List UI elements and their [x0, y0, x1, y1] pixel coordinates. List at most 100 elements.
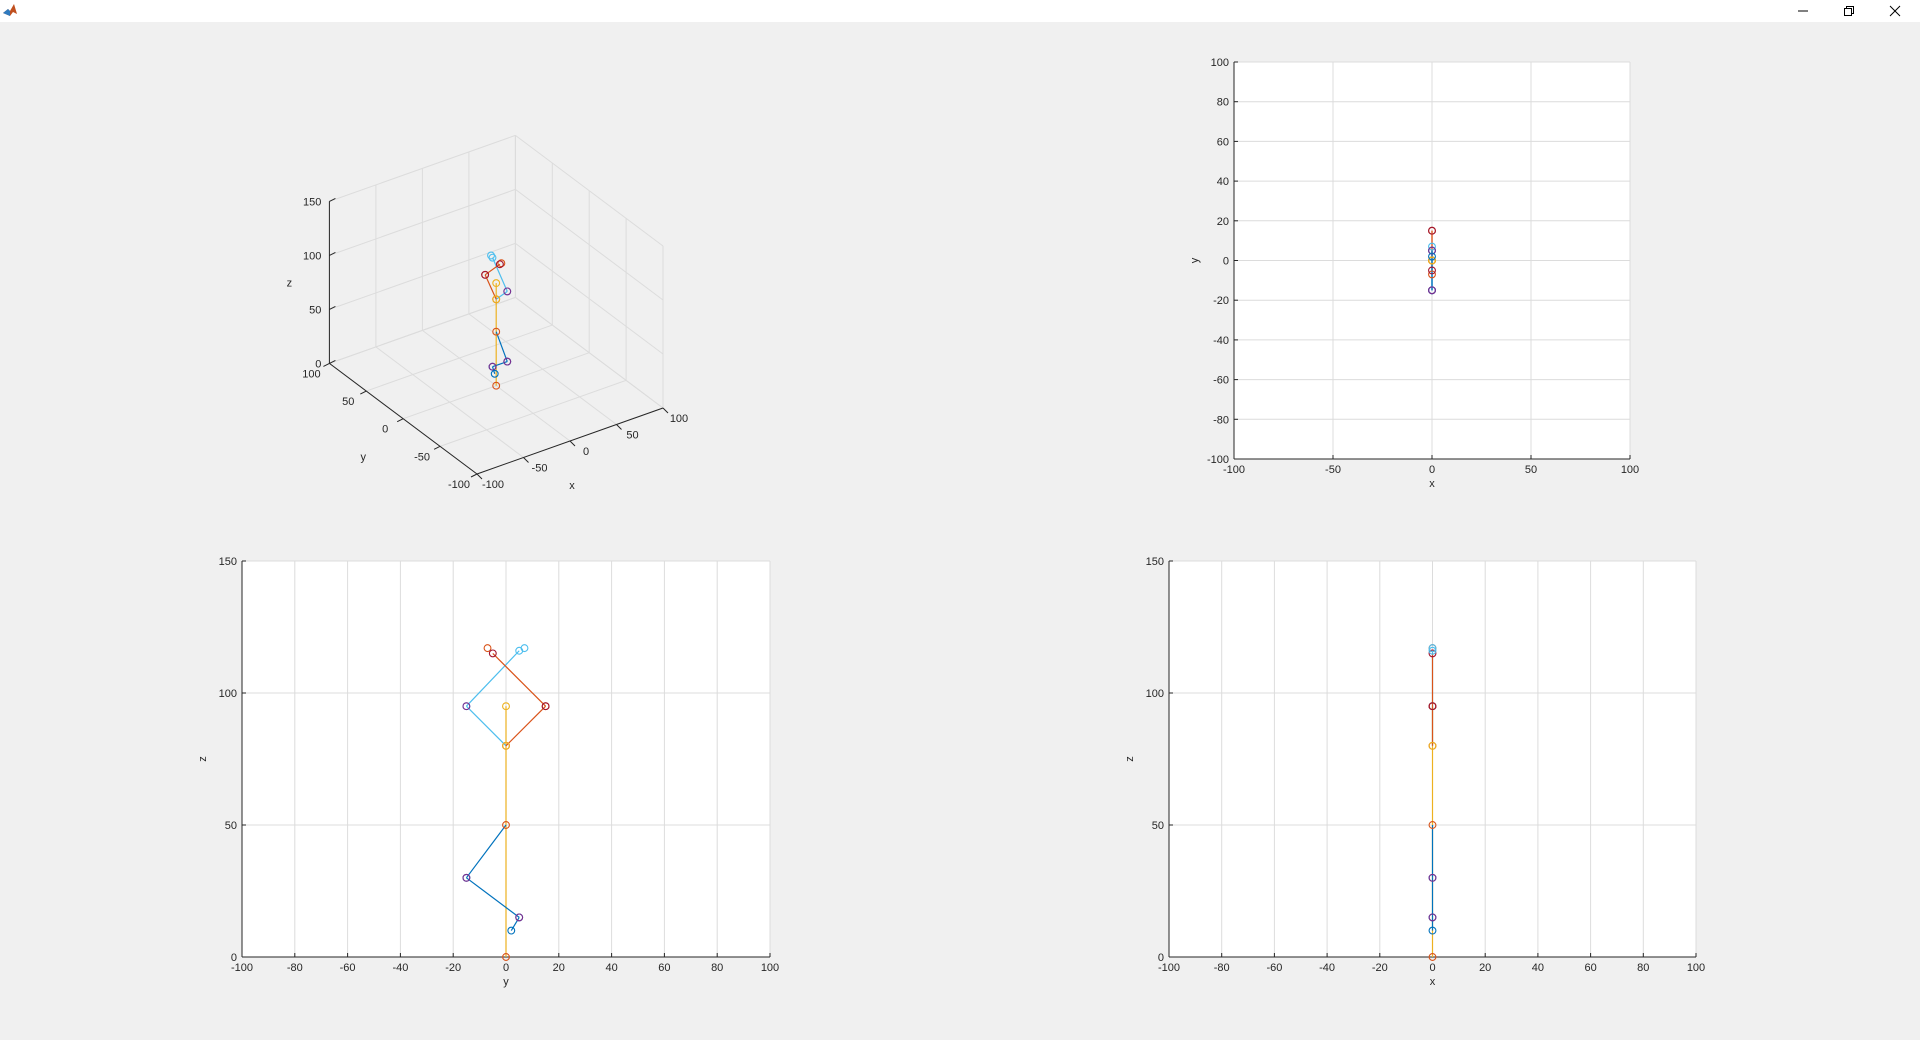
3d-view-joint-marker: [503, 287, 512, 296]
xy-view-y-tick-label: -100: [1207, 454, 1229, 466]
xz-view-y-tick-label: 100: [1146, 688, 1164, 700]
xy-view-y-tick-label: -40: [1213, 335, 1229, 347]
3d-view-y-tick-label: -50: [414, 451, 430, 463]
xy-view-y-tick-label: 80: [1217, 97, 1229, 109]
xy-view-x-tick-label: 50: [1525, 464, 1537, 476]
3d-view-wall-gridline: [515, 134, 664, 247]
yz-view-y-tick-label: 150: [219, 556, 237, 568]
xy-view-y-tick-label: 20: [1217, 216, 1229, 228]
3d-view-x-tick: [523, 457, 529, 463]
xz-view-x-tick-label: 60: [1584, 962, 1596, 974]
yz-view-segment: [505, 705, 547, 747]
yz-view-joint-marker: [515, 913, 524, 922]
yz-view-x-tick-label: -20: [445, 962, 461, 974]
xz-view-y-tick-label: 50: [1152, 820, 1164, 832]
3d-view-floor-gridline: [439, 379, 627, 447]
xy-view-y-tick-label: -80: [1213, 414, 1229, 426]
3d-view-joint-marker: [492, 295, 501, 304]
3d-view-x-tick-label: -50: [532, 463, 548, 475]
xy-view-joint-marker: [1428, 246, 1436, 255]
3d-view-z-axis-label: z: [287, 277, 293, 289]
yz-view-x-tick-label: 20: [553, 962, 565, 974]
3d-view-x-tick: [569, 440, 576, 447]
xz-view-x-tick-label: 40: [1532, 962, 1544, 974]
yz-view-x-tick-label: -40: [392, 962, 408, 974]
3d-view-joint-marker: [497, 259, 506, 268]
yz-view-x-tick-label: -60: [340, 962, 356, 974]
xz-view-x-tick-label: -60: [1266, 962, 1282, 974]
yz-view-joint-marker: [483, 644, 492, 653]
yz-view-segment: [466, 877, 520, 918]
xz-view-x-tick-label: -40: [1319, 962, 1335, 974]
xy-view-joint-marker: [1428, 242, 1436, 251]
xy-view-x-axis-label: x: [1429, 478, 1435, 490]
3d-view-z-tick: [329, 305, 336, 310]
xy-view-joint-marker: [1428, 266, 1436, 275]
3d-view-z-tick-label: 50: [309, 304, 321, 316]
xz-view-y-axis-label: z: [1124, 756, 1136, 762]
3d-view-wall-gridline: [515, 296, 664, 409]
yz-view-segment: [510, 917, 520, 931]
3d-view-x-tick-label: -100: [482, 479, 504, 491]
yz-view-joint-marker: [462, 702, 471, 711]
3d-view-segment: [492, 361, 508, 368]
3d-view-joint-marker: [492, 279, 501, 288]
close-icon: [1889, 5, 1901, 17]
xz-view-x-axis-label: x: [1430, 976, 1436, 988]
3d-view-z-tick-label: 100: [303, 250, 321, 262]
yz-view-y-tick-label: 0: [231, 952, 237, 964]
yz-view-x-tick-label: 100: [761, 962, 779, 974]
3d-view-y-tick: [433, 445, 441, 450]
minimize-button[interactable]: [1780, 0, 1826, 22]
xz-view-joint-marker: [1428, 649, 1437, 658]
3d-view-joint-marker: [488, 253, 497, 262]
3d-view-x-tick: [616, 424, 622, 430]
xy-view-joint-marker: [1428, 286, 1436, 295]
3d-view-y-tick-label: -100: [448, 479, 470, 491]
3d-view-y-tick-label: 100: [302, 368, 320, 380]
3d-view-y-tick: [470, 473, 478, 478]
xy-view-y-axis-label: y: [1189, 257, 1201, 263]
xz-view-x-tick-label: -20: [1372, 962, 1388, 974]
3d-view-joint-marker: [490, 369, 499, 378]
xy-view-joint-marker: [1428, 226, 1436, 235]
3d-view-x-tick: [662, 407, 669, 414]
yz-view-joint-marker: [502, 741, 510, 750]
xz-view-joint-marker: [1428, 821, 1437, 829]
3d-view-x-tick: [476, 473, 483, 480]
window-titlebar: [0, 0, 1920, 22]
xz-view-joint-marker: [1428, 741, 1437, 750]
xz-view-joint-marker: [1428, 873, 1437, 882]
yz-view-joint-marker: [541, 702, 550, 711]
3d-view-z-tick: [329, 251, 336, 256]
xy-view-y-tick-label: 40: [1217, 176, 1229, 188]
yz-view-axes[interactable]: -100 -80 -60 -40 -20 0 20 40 60 80 100 0 50 100 150 y z: [197, 556, 779, 988]
xy-view-axes[interactable]: -100 -50 0 50 100 -100 -80 -60 -40 -20 0 20 40 60 80 10…: [1189, 57, 1639, 490]
xz-view-y-tick-label: 150: [1146, 556, 1164, 568]
yz-view-x-tick-label: 40: [605, 962, 617, 974]
3d-view-segment: [495, 331, 508, 362]
xz-view-joint-marker: [1428, 913, 1437, 922]
yz-view-y-axis-label: z: [197, 756, 209, 762]
xy-view-x-tick-label: -50: [1325, 464, 1341, 476]
3d-view-joint-marker: [492, 381, 501, 390]
yz-view-x-tick-label: 80: [711, 962, 723, 974]
xz-view-y-tick-label: 0: [1158, 952, 1164, 964]
yz-view-x-tick-label: 0: [503, 962, 509, 974]
xz-view-axes[interactable]: -100 -80 -60 -40 -20 0 20 40 60 80 100 0 50 100 150 x z: [1124, 556, 1705, 988]
close-button[interactable]: [1872, 0, 1918, 22]
xy-view-y-tick-label: 0: [1223, 256, 1229, 268]
yz-view-joint-marker: [507, 926, 516, 935]
3d-view-joint-marker: [503, 357, 512, 366]
3d-view-joint-marker: [481, 270, 490, 279]
3d-view-wall-gridline: [329, 296, 516, 364]
restore-button[interactable]: [1826, 0, 1872, 22]
3d-view-y-tick-label: 0: [382, 424, 388, 436]
minimize-icon: [1798, 10, 1808, 12]
3d-view-wall-gridline: [329, 242, 516, 310]
3d-view-joint-marker: [488, 362, 497, 371]
3d-view-z-tick: [329, 359, 336, 364]
3d-view-floor-gridline: [366, 324, 553, 392]
restore-icon: [1844, 6, 1854, 16]
